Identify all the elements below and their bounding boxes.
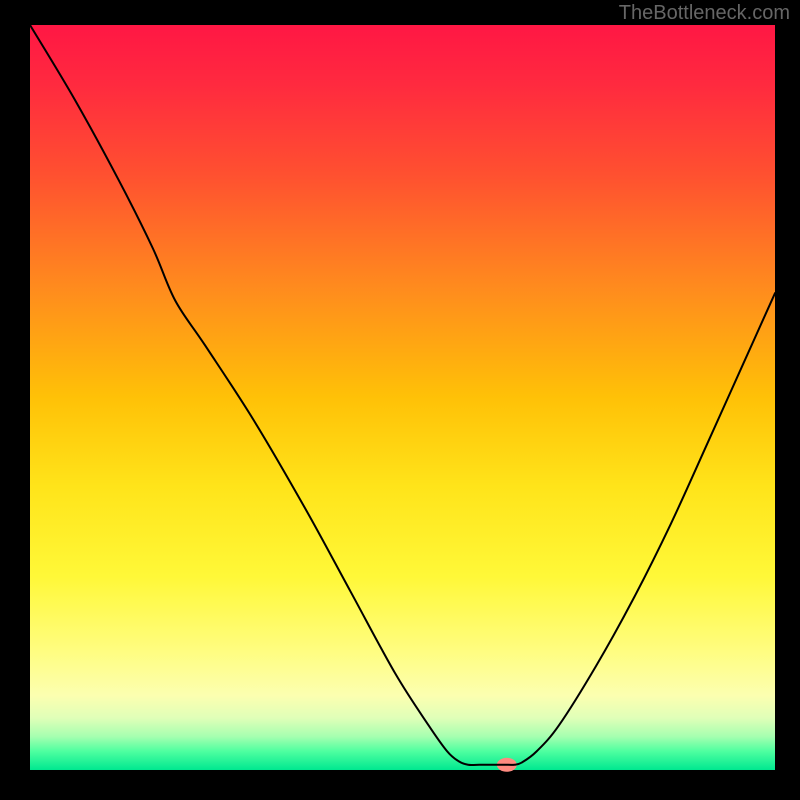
plot-background	[30, 25, 775, 770]
chart-container: { "watermark": { "text": "TheBottleneck.…	[0, 0, 800, 800]
bottleneck-chart	[0, 0, 800, 800]
watermark-text: TheBottleneck.com	[619, 2, 790, 25]
